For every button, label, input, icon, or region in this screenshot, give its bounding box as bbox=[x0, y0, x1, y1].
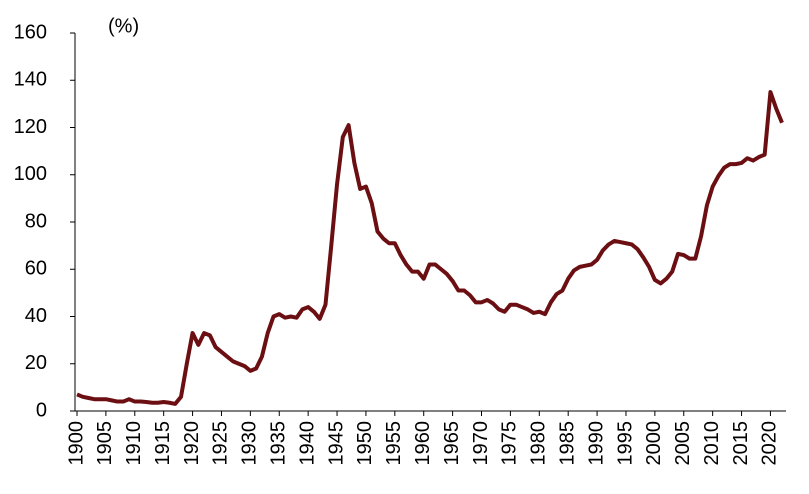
x-tick-label: 1905 bbox=[94, 421, 116, 466]
x-tick-label: 1970 bbox=[470, 421, 492, 466]
x-tick-label: 1940 bbox=[296, 421, 318, 466]
y-tick-label: 140 bbox=[14, 69, 47, 91]
data-line bbox=[76, 90, 784, 406]
x-tick-label: 1920 bbox=[181, 421, 203, 466]
x-tick-label: 1950 bbox=[354, 421, 376, 466]
y-tick-label: 160 bbox=[14, 21, 47, 43]
x-tick-label: 1985 bbox=[556, 421, 578, 466]
x-tick-label: 1910 bbox=[123, 421, 145, 466]
x-tick-label: 1945 bbox=[325, 421, 347, 466]
x-tick-label: 1915 bbox=[152, 421, 174, 466]
y-tick-label: 80 bbox=[25, 210, 47, 232]
x-tick-label: 1960 bbox=[412, 421, 434, 466]
x-tick-label: 2000 bbox=[643, 421, 665, 466]
y-tick-label: 0 bbox=[36, 399, 47, 421]
unit-annotation: (%) bbox=[108, 15, 139, 37]
x-tick-label: 1955 bbox=[383, 421, 405, 466]
x-tick-label: 1900 bbox=[65, 421, 87, 466]
x-tick-label: 2020 bbox=[759, 421, 781, 466]
x-tick-label: 1990 bbox=[585, 421, 607, 466]
x-tick-label: 2015 bbox=[730, 421, 752, 466]
y-tick-label: 40 bbox=[25, 305, 47, 327]
x-tick-label: 1975 bbox=[499, 421, 521, 466]
y-tick-label: 120 bbox=[14, 116, 47, 138]
y-tick-label: 20 bbox=[25, 352, 47, 374]
y-tick-label: 100 bbox=[14, 163, 47, 185]
x-tick-label: 2010 bbox=[701, 421, 723, 466]
x-tick-label: 2005 bbox=[672, 421, 694, 466]
y-tick-label: 60 bbox=[25, 258, 47, 280]
x-tick-label: 1930 bbox=[239, 421, 261, 466]
x-tick-label: 1995 bbox=[614, 421, 636, 466]
x-tick-label: 1925 bbox=[210, 421, 232, 466]
x-tick-label: 1935 bbox=[268, 421, 290, 466]
x-tick-label: 1980 bbox=[528, 421, 550, 466]
x-tick-label: 1965 bbox=[441, 421, 463, 466]
